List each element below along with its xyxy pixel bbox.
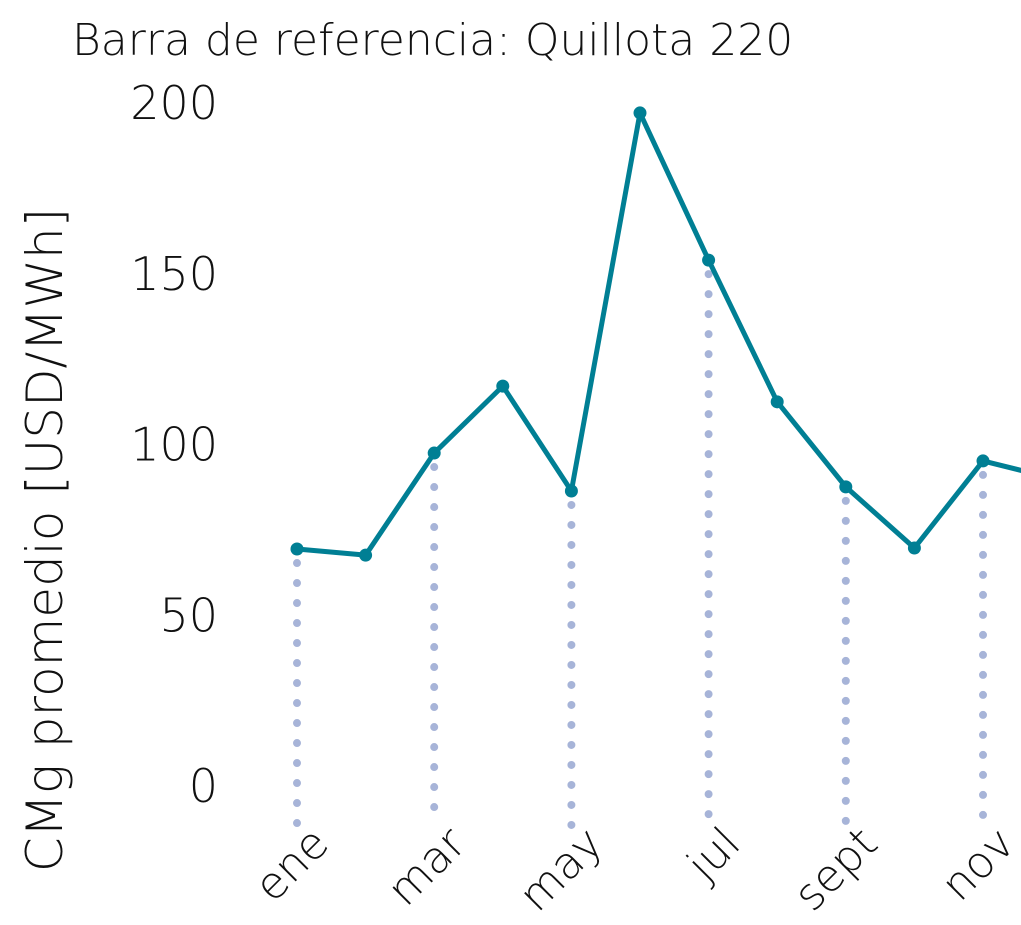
point [976,454,990,468]
x-tick-label: sept [784,818,887,921]
point [290,542,304,556]
point [839,480,853,494]
x-tick-label: may [509,818,613,922]
point [770,395,784,409]
x-tick-label: mar [378,817,477,916]
x-tick-label: ene [245,818,339,912]
y-tick-label: 150 [130,247,218,301]
y-tick-label: 100 [130,418,218,472]
y-axis-label: CMg promedio [USD/MWh] [16,208,74,872]
x-tick-label: jul [677,818,751,892]
point [427,446,441,460]
y-tick-label: 200 [130,76,218,130]
point [907,541,921,555]
point [496,379,510,393]
point [633,106,647,120]
y-tick-label: 50 [159,588,218,642]
point [564,484,578,498]
point [359,548,373,562]
point [702,253,716,267]
series-line [296,110,1021,558]
x-tick-label: nov [932,818,1021,911]
chart-title: Barra de referencia: Quillota 220 [72,15,793,66]
y-tick-label: 0 [189,759,218,813]
